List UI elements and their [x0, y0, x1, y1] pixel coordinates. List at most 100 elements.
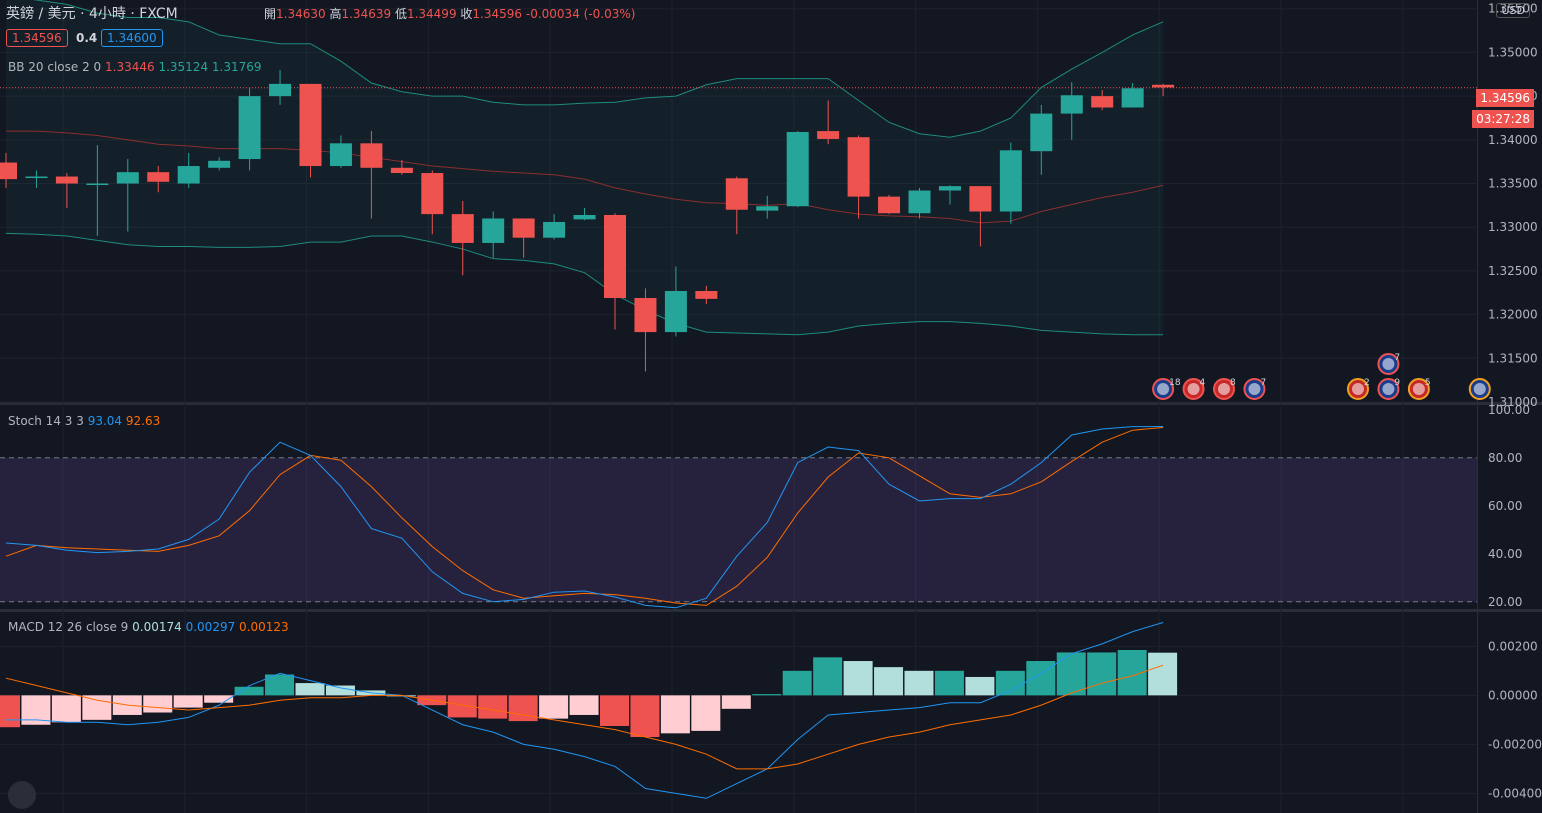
macd-histogram-bar [325, 685, 355, 696]
candle-body [786, 131, 809, 207]
candle-body [604, 214, 626, 299]
candle-body [1091, 96, 1114, 108]
bb-basis-value: 1.33446 [105, 60, 155, 74]
event-flag-icon [1412, 383, 1425, 395]
macd-signal-line [5, 664, 1164, 770]
stoch-band-fill [0, 457, 1477, 602]
candle-body [55, 176, 78, 184]
candle-body [512, 218, 535, 238]
event-count-label: 7 [1260, 378, 1266, 388]
macd-line [6, 622, 1164, 799]
last-price-tag: 1.34596 [1476, 89, 1534, 107]
event-count-label: 7 [1394, 353, 1400, 363]
stoch-tick-label: 40.00 [1488, 547, 1522, 561]
stoch-d-value: 92.63 [125, 414, 161, 428]
low-label: 低 [394, 7, 407, 21]
price-tick-label: 1.35000 [1488, 45, 1538, 59]
stoch-k-value: 93.04 [87, 414, 123, 428]
macd-histogram-bar [630, 695, 660, 738]
macd-histogram-bar [569, 695, 599, 715]
change-value: -0.00034 (-0.03%) [525, 7, 636, 21]
candle-body [969, 186, 992, 212]
currency-button[interactable]: USD [1496, 3, 1530, 18]
candle-body [1121, 88, 1144, 108]
ask-box[interactable]: 1.34600 [101, 29, 163, 47]
macd-histogram-bar [995, 670, 1025, 696]
candle-body [573, 214, 596, 220]
candle-body [208, 160, 231, 168]
price-tick-label: 1.35500 [1488, 2, 1538, 16]
ohlc-readout: 開1.34630 高1.34639 低1.34499 收1.34596 -0.0… [264, 5, 635, 22]
event-flag-icon [1157, 383, 1170, 395]
bb-lower-line [5, 232, 1164, 336]
macd-histogram-bar [82, 695, 112, 720]
candle-body [1152, 84, 1175, 88]
price-tick-label: 1.31000 [1488, 395, 1538, 409]
open-value: 1.34630 [276, 7, 326, 21]
candle-body [634, 298, 657, 333]
candle-body [725, 178, 748, 210]
macd-histogram-bar [813, 657, 843, 696]
stoch-k-line [5, 426, 1164, 609]
event-count-label: 4 [1200, 378, 1206, 388]
candle-body [177, 166, 200, 184]
macd-histogram-bar [143, 695, 173, 713]
low-value: 1.34499 [406, 7, 457, 21]
event-count-label: 5 [1425, 378, 1431, 388]
macd-histogram-bar [843, 661, 873, 696]
event-flag-icon [1187, 383, 1200, 395]
bid-box[interactable]: 1.34596 [6, 29, 68, 47]
candle-body [999, 150, 1022, 212]
event-flag-icon [1382, 358, 1395, 370]
symbol-title: 英鎊 / 美元 · 4小時 · FXCM [6, 6, 178, 22]
macd-histogram-bar [508, 695, 538, 722]
macd-histogram-bar [691, 695, 721, 731]
macd-histogram-bar [1087, 652, 1117, 696]
bb-upper-line [32, 0, 1164, 138]
event-count-label: 9 [1394, 378, 1400, 388]
stoch-label: Stoch 14 3 3 [8, 414, 84, 428]
open-label: 開 [264, 7, 277, 21]
candle-body [390, 167, 413, 174]
macd-histogram-bar [173, 695, 203, 708]
event-count-label: 8 [1230, 378, 1236, 388]
price-tick-label: 1.31500 [1488, 351, 1538, 365]
macd-hist-value: 0.00174 [132, 620, 182, 634]
macd-histogram-bar [539, 695, 569, 719]
high-value: 1.34639 [341, 7, 392, 21]
candle-body [329, 143, 352, 167]
bb-lower-value: 1.31769 [211, 60, 262, 74]
macd-line-value: 0.00297 [185, 620, 236, 634]
bb-band-fill [6, 0, 1164, 335]
macd-histogram-bar [965, 676, 995, 696]
candle-body [817, 131, 840, 139]
bb-basis-line [6, 130, 1164, 224]
event-flag-icon [1473, 383, 1486, 395]
tradingview-logo-icon[interactable] [8, 781, 36, 809]
macd-histogram-bar [721, 695, 751, 709]
macd-histogram-bar [1148, 652, 1178, 696]
macd-histogram-bar [1026, 661, 1056, 696]
close-value: 1.34596 [472, 7, 523, 21]
candle-body [756, 206, 779, 211]
macd-histogram-bar [478, 695, 508, 719]
candle-body [299, 83, 322, 167]
macd-histogram-bar [660, 695, 690, 734]
candle-body [1030, 113, 1053, 152]
candle-body [86, 183, 109, 186]
macd-histogram-bar [234, 686, 264, 696]
macd-tick-label: -0.00200 [1488, 737, 1542, 751]
macd-histogram-bar [1056, 652, 1086, 696]
candle-body [238, 96, 261, 160]
candle-body [0, 162, 17, 180]
macd-histogram-bar [874, 667, 904, 696]
macd-label: MACD 12 26 close 9 [8, 620, 129, 634]
candle-body [269, 83, 292, 97]
macd-legend: MACD 12 26 close 9 0.00174 0.00297 0.001… [8, 620, 289, 634]
candle-body [543, 221, 566, 238]
price-tick-label: 1.33000 [1488, 220, 1538, 234]
countdown-tag: 03:27:28 [1472, 110, 1534, 128]
candle-body [938, 186, 961, 191]
stoch-tick-label: 60.00 [1488, 499, 1522, 513]
